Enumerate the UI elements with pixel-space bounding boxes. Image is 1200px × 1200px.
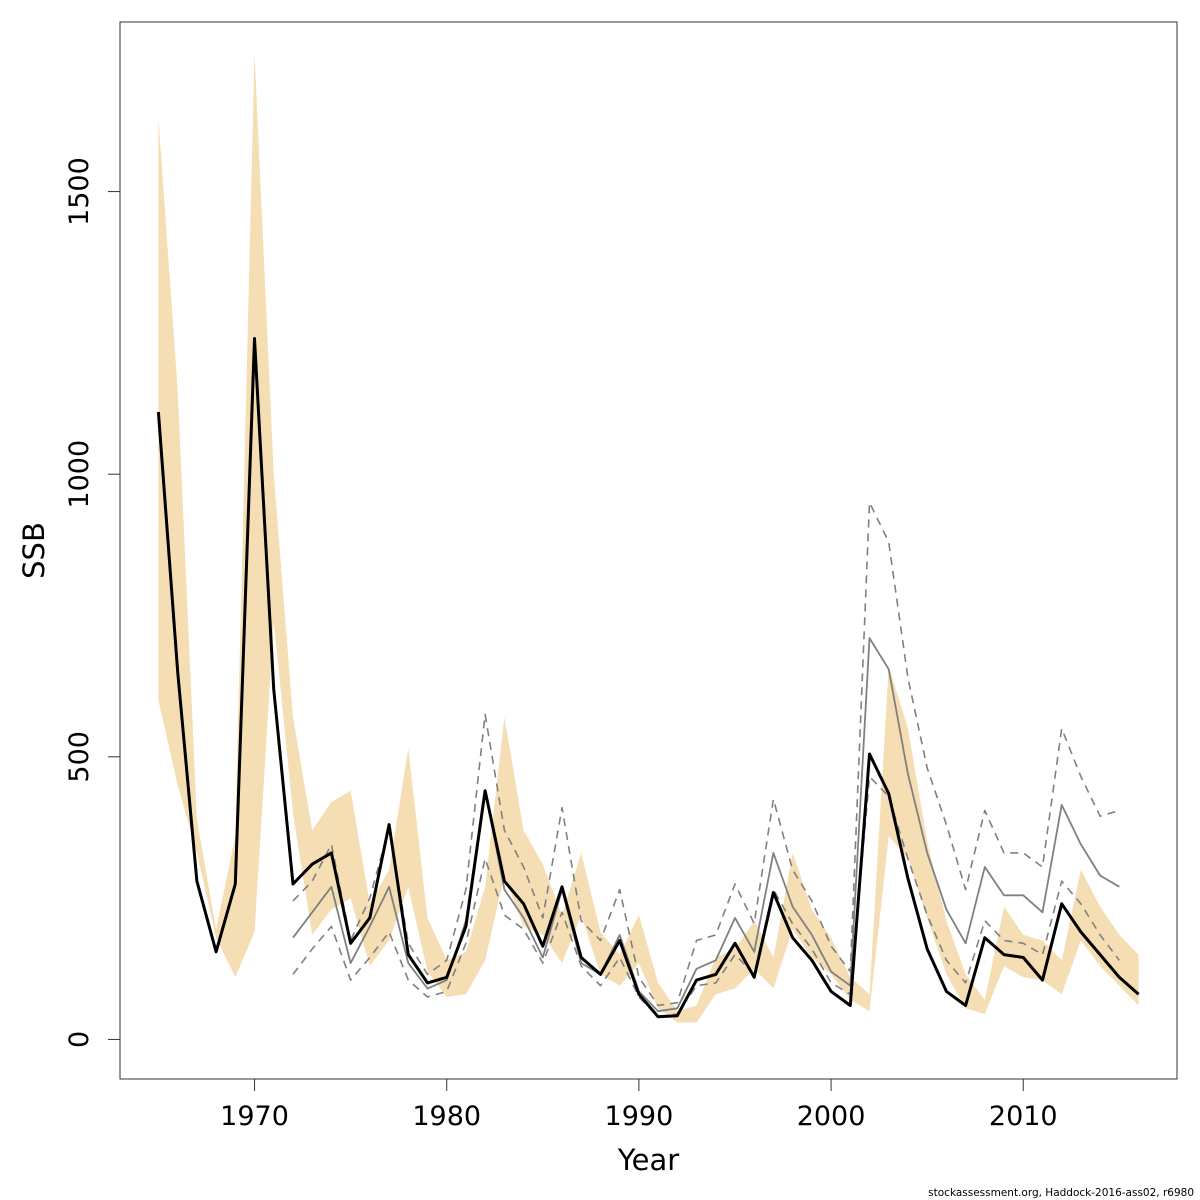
x-tick-label-2000: 2000: [797, 1101, 866, 1132]
x-tick-label-1980: 1980: [412, 1101, 481, 1132]
y-tick-label-0: 0: [64, 1031, 95, 1048]
series-line-estimate: [156, 337, 1140, 1019]
y-tick-label-1500: 1500: [64, 157, 95, 226]
series-line-retro-median: [292, 637, 1120, 1013]
y-tick-label-1000: 1000: [64, 440, 95, 509]
x-axis: 1970 1980 1990 2000 2010: [220, 1079, 1058, 1132]
x-tick-label-1990: 1990: [605, 1101, 674, 1132]
series-layer: [156, 337, 1140, 1019]
confidence-band-layer: [158, 53, 1139, 1023]
confidence-band: [158, 53, 1139, 1023]
source-caption: stockassessment.org, Haddock-2016-ass02,…: [928, 1187, 1194, 1199]
x-axis-title: Year: [617, 1143, 679, 1177]
series-line-retro-lower: [292, 775, 1120, 1018]
x-tick-label-2010: 2010: [989, 1101, 1058, 1132]
y-axis: 0 500 1000 1500: [64, 157, 120, 1048]
y-axis-title: SSB: [17, 522, 51, 579]
y-tick-label-500: 500: [64, 731, 95, 783]
x-tick-label-1970: 1970: [220, 1101, 289, 1132]
series-line-retro-upper: [292, 501, 1120, 1007]
plot-frame: [119, 21, 1178, 1080]
